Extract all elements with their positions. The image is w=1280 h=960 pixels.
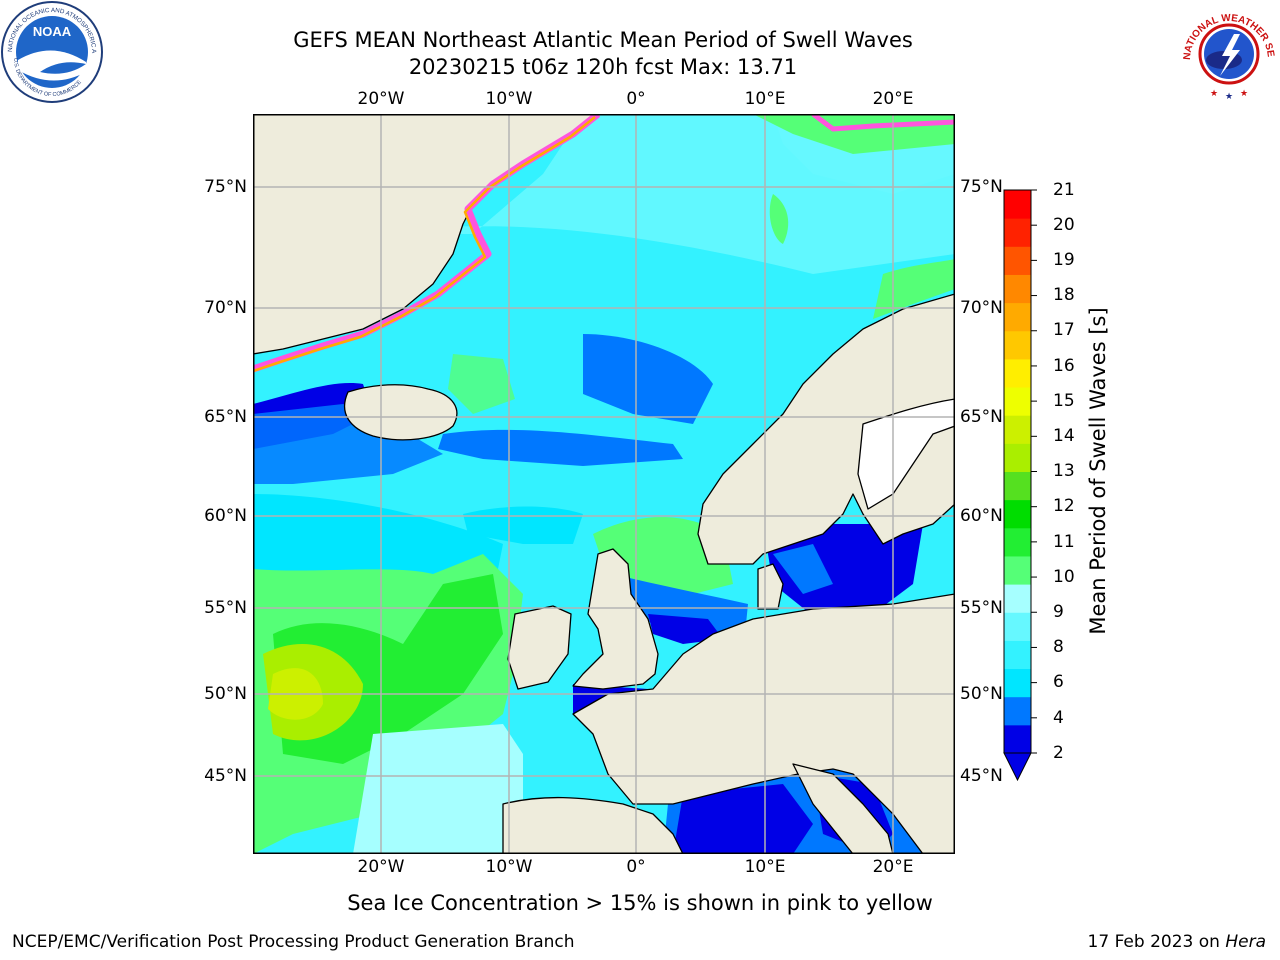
colorbar-swatch	[1004, 724, 1031, 754]
colorbar-tick-label: 16	[1053, 356, 1075, 376]
noaa-logo: NOAA NATIONAL OCEANIC AND ATMOSPHERIC AD…	[0, 0, 103, 103]
map-frame	[253, 114, 955, 854]
lon-label-bottom: 20°E	[872, 857, 914, 877]
lat-label-left: 65°N	[204, 407, 247, 427]
graticule	[253, 114, 955, 854]
svg-text:★: ★	[1225, 92, 1233, 102]
colorbar-swatch	[1004, 302, 1031, 332]
nws-logo: NATIONAL WEATHER SERVICE ★ ★ ★	[1180, 4, 1276, 102]
colorbar-extend-arrow	[1003, 752, 1032, 782]
lon-label-top: 20°W	[357, 89, 405, 109]
noaa-logo-name: NOAA	[33, 24, 72, 39]
date-platform: Hera	[1225, 932, 1266, 952]
colorbar-swatch	[1004, 274, 1031, 304]
colorbar-swatch	[1004, 668, 1031, 698]
colorbar-tick-label: 18	[1053, 285, 1075, 305]
colorbar-swatch	[1004, 358, 1031, 388]
lat-label-left: 55°N	[204, 598, 247, 618]
sea-ice-footnote: Sea Ice Concentration > 15% is shown in …	[347, 891, 933, 915]
colorbar-swatch	[1004, 527, 1031, 557]
lon-label-bottom: 10°W	[485, 857, 533, 877]
sea-ice-edge	[253, 114, 955, 373]
colorbar-tick-label: 8	[1053, 637, 1064, 657]
lon-label-bottom: 20°W	[357, 857, 405, 877]
colorbar-swatch	[1004, 415, 1031, 444]
lat-label-left: 45°N	[204, 766, 247, 786]
colorbar-swatch	[1004, 696, 1031, 726]
lat-label-right: 70°N	[960, 298, 1003, 318]
continental-europe	[572, 593, 955, 854]
lat-label-right: 45°N	[960, 766, 1003, 786]
colorbar-swatch	[1004, 387, 1031, 416]
colorbar-swatch	[1004, 612, 1031, 641]
colorbar-label: Mean Period of Swell Waves [s]	[1086, 307, 1110, 635]
lat-label-left: 50°N	[204, 684, 247, 704]
lat-label-right: 75°N	[960, 177, 1003, 197]
colorbar-tick-label: 6	[1053, 672, 1064, 692]
colorbar-swatch	[1004, 330, 1031, 360]
colorbar-swatch	[1004, 190, 1031, 219]
colorbar-swatch	[1004, 555, 1031, 585]
colorbar-tick-label: 10	[1053, 567, 1075, 587]
colorbar-tick-label: 19	[1053, 250, 1075, 270]
colorbar-tick-label: 14	[1053, 426, 1075, 446]
swell-period-map	[253, 114, 955, 854]
land-masses	[253, 114, 955, 854]
colorbar-tick-label: 4	[1053, 708, 1064, 728]
scandinavia	[697, 293, 955, 565]
italy	[792, 763, 894, 854]
lat-label-right: 55°N	[960, 598, 1003, 618]
lon-label-top: 10°E	[744, 89, 786, 109]
lat-label-right: 60°N	[960, 506, 1003, 526]
chart-title: GEFS MEAN Northeast Atlantic Mean Period…	[293, 28, 913, 52]
colorbar-swatch	[1004, 640, 1031, 670]
colorbar-tick-label: 9	[1053, 602, 1064, 622]
colorbar-swatch	[1004, 443, 1031, 472]
lat-label-right: 65°N	[960, 407, 1003, 427]
chart-subtitle: 20230215 t06z 120h fcst Max: 13.71	[408, 55, 798, 79]
colorbar-tick-label: 15	[1053, 391, 1075, 411]
lon-label-top: 0°	[626, 89, 646, 109]
colorbar-tick-label: 12	[1053, 496, 1075, 516]
iceland	[343, 384, 458, 441]
svg-text:★: ★	[1210, 89, 1218, 99]
colorbar-swatch	[1004, 584, 1031, 613]
date-text: 17 Feb 2023 on	[1087, 932, 1220, 952]
colorbar-tick-label: 2	[1053, 743, 1064, 763]
colorbar-tick-label: 21	[1053, 180, 1075, 200]
lat-label-left: 75°N	[204, 177, 247, 197]
colorbar-tick-label: 20	[1053, 215, 1075, 235]
lat-label-right: 50°N	[960, 684, 1003, 704]
lon-label-top: 10°W	[485, 89, 533, 109]
colorbar-tick-label: 13	[1053, 461, 1075, 481]
svg-text:★: ★	[1240, 89, 1248, 99]
lon-label-bottom: 10°E	[744, 857, 786, 877]
lat-label-left: 70°N	[204, 298, 247, 318]
colorbar	[1003, 189, 1037, 782]
colorbar-swatch	[1004, 246, 1031, 275]
colorbar-tick-label: 11	[1053, 532, 1075, 552]
colorbar-swatch	[1004, 471, 1031, 501]
lat-label-left: 60°N	[204, 506, 247, 526]
date-stamp: 17 Feb 2023 on Hera	[1088, 932, 1266, 952]
lon-label-bottom: 0°	[626, 857, 646, 877]
iberia	[502, 796, 684, 854]
colorbar-swatch	[1004, 218, 1031, 247]
lon-label-top: 20°E	[872, 89, 914, 109]
credit-line: NCEP/EMC/Verification Post Processing Pr…	[12, 932, 575, 952]
colorbar-tick-label: 17	[1053, 320, 1075, 340]
colorbar-swatch	[1004, 499, 1031, 529]
